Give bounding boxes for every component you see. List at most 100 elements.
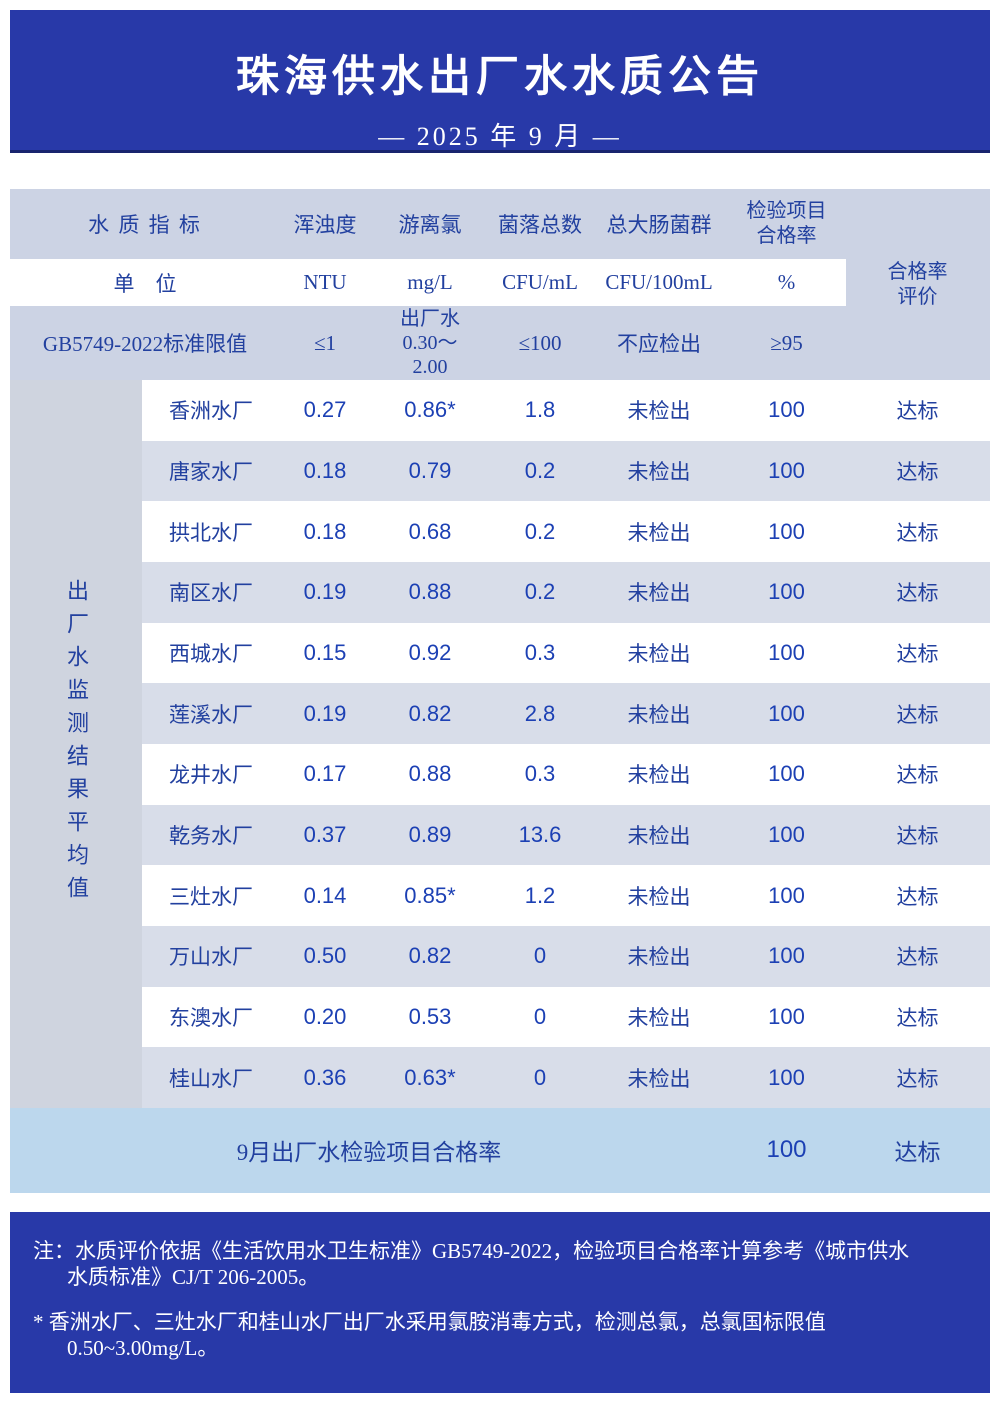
standard-free-chlorine: 出厂水 0.30～ 2.00 xyxy=(400,308,460,378)
cell-pass-rate: 100 xyxy=(768,1064,805,1090)
table-row: 唐家水厂 0.18 0.79 0.2 未检出 100 达标 xyxy=(142,440,990,502)
cell-plant-name: 西城水厂 xyxy=(169,641,253,666)
row-group-label: 出厂水监测结果平均值 xyxy=(64,579,89,909)
cell-evaluation: 达标 xyxy=(896,581,939,606)
cell-bacteria-count: 2.8 xyxy=(524,700,556,726)
cell-pass-rate: 100 xyxy=(768,457,805,483)
table-row: 西城水厂 0.15 0.92 0.3 未检出 100 达标 xyxy=(142,623,990,684)
col-header-pass-rate: 检验项目 合格率 xyxy=(746,200,827,247)
summary-row: 9月出厂水检验项目合格率 100 达标 xyxy=(10,1107,990,1193)
cell-evaluation: 达标 xyxy=(896,1066,939,1091)
cell-turbidity: 0.19 xyxy=(303,700,347,726)
unit-row-label: 单 位 xyxy=(113,271,177,296)
standard-coliform: 不应检出 xyxy=(617,332,701,356)
cell-coliform: 未检出 xyxy=(627,763,691,788)
standard-pass-rate: ≥95 xyxy=(770,330,803,355)
cell-evaluation: 达标 xyxy=(896,1005,939,1030)
cell-pass-rate: 100 xyxy=(768,882,805,908)
summary-pass-rate: 100 xyxy=(766,1136,807,1164)
table-row: 莲溪水厂 0.19 0.82 2.8 未检出 100 达标 xyxy=(142,683,990,744)
cell-free-chlorine: 0.68 xyxy=(408,518,452,544)
unit-row-band xyxy=(10,259,846,306)
table-row: 东澳水厂 0.20 0.53 0 未检出 100 达标 xyxy=(142,987,990,1048)
note-line: 0.50~3.00mg/L。 xyxy=(67,1336,219,1360)
cell-plant-name: 三灶水厂 xyxy=(169,884,253,909)
cell-free-chlorine: 0.86* xyxy=(404,397,456,423)
cell-bacteria-count: 0.2 xyxy=(524,518,556,544)
standard-bacteria-count: ≤100 xyxy=(518,330,562,355)
table-row: 拱北水厂 0.18 0.68 0.2 未检出 100 达标 xyxy=(142,501,990,562)
cell-evaluation: 达标 xyxy=(896,459,939,484)
banner-subtitle: — 2025 年 9 月 — xyxy=(378,122,622,151)
cell-plant-name: 万山水厂 xyxy=(169,945,253,970)
col-header-evaluation: 合格率 评价 xyxy=(887,260,948,308)
cell-coliform: 未检出 xyxy=(627,641,691,666)
summary-evaluation: 达标 xyxy=(894,1140,941,1166)
cell-bacteria-count: 0 xyxy=(533,1064,547,1090)
unit-turbidity: NTU xyxy=(303,270,347,294)
unit-free-chlorine: mg/L xyxy=(407,270,453,294)
cell-pass-rate: 100 xyxy=(768,1003,805,1029)
table-row: 龙井水厂 0.17 0.88 0.3 未检出 100 达标 xyxy=(142,744,990,805)
cell-free-chlorine: 0.53 xyxy=(408,1003,452,1029)
cell-bacteria-count: 13.6 xyxy=(518,821,562,847)
table-row: 桂山水厂 0.36 0.63* 0 未检出 100 达标 xyxy=(142,1047,990,1108)
cell-pass-rate: 100 xyxy=(768,700,805,726)
cell-evaluation: 达标 xyxy=(896,702,939,727)
col-header-turbidity: 浑浊度 xyxy=(293,213,357,237)
table-row: 万山水厂 0.50 0.82 0 未检出 100 达标 xyxy=(142,925,990,987)
cell-free-chlorine: 0.82 xyxy=(408,700,452,726)
unit-pass-rate: % xyxy=(777,270,796,294)
cell-turbidity: 0.15 xyxy=(303,639,347,665)
cell-coliform: 未检出 xyxy=(627,581,691,606)
table-body: 出厂水监测结果平均值 香洲水厂 0.27 0.86* 1.8 未检出 100 达… xyxy=(10,380,990,1193)
cell-plant-name: 乾务水厂 xyxy=(169,823,253,848)
cell-turbidity: 0.14 xyxy=(303,882,347,908)
cell-evaluation: 达标 xyxy=(896,823,939,848)
col-header-coliform: 总大肠菌群 xyxy=(606,213,712,237)
cell-bacteria-count: 1.2 xyxy=(524,882,556,908)
cell-free-chlorine: 0.85* xyxy=(404,882,456,908)
cell-coliform: 未检出 xyxy=(627,520,691,545)
cell-pass-rate: 100 xyxy=(768,821,805,847)
cell-coliform: 未检出 xyxy=(627,823,691,848)
cell-pass-rate: 100 xyxy=(768,639,805,665)
table-row: 南区水厂 0.19 0.88 0.2 未检出 100 达标 xyxy=(142,561,990,623)
cell-turbidity: 0.17 xyxy=(303,761,347,787)
cell-plant-name: 唐家水厂 xyxy=(169,459,253,484)
note-standard: 注：水质评价依据《生活饮用水卫生标准》GB5749-2022，检验项目合格率计算… xyxy=(33,1238,960,1290)
table-row: 三灶水厂 0.14 0.85* 1.2 未检出 100 达标 xyxy=(142,865,990,926)
col-header-indicator: 水 质 指 标 xyxy=(88,213,202,237)
cell-plant-name: 香洲水厂 xyxy=(169,399,253,424)
cell-evaluation: 达标 xyxy=(896,520,939,545)
note-line: 水质标准》CJ/T 206-2005。 xyxy=(67,1265,320,1289)
page-title: 珠海供水出厂水水质公告 xyxy=(236,54,764,101)
cell-bacteria-count: 0 xyxy=(533,1003,547,1029)
cell-turbidity: 0.27 xyxy=(303,397,347,423)
cell-turbidity: 0.18 xyxy=(303,518,347,544)
footer-notes: 注：水质评价依据《生活饮用水卫生标准》GB5749-2022，检验项目合格率计算… xyxy=(10,1212,990,1393)
cell-bacteria-count: 0.3 xyxy=(524,639,556,665)
cell-turbidity: 0.37 xyxy=(303,821,347,847)
banner: 珠海供水出厂水水质公告 — 2025 年 9 月 — xyxy=(10,10,990,153)
col-header-free-chlorine: 游离氯 xyxy=(398,213,462,237)
cell-evaluation: 达标 xyxy=(896,763,939,788)
table-row: 乾务水厂 0.37 0.89 13.6 未检出 100 达标 xyxy=(142,804,990,866)
note-line: 注：水质评价依据《生活饮用水卫生标准》GB5749-2022，检验项目合格率计算… xyxy=(33,1239,910,1263)
table-header: 水 质 指 标 浑浊度 游离氯 菌落总数 总大肠菌群 检验项目 合格率 合格率 … xyxy=(10,189,990,380)
cell-coliform: 未检出 xyxy=(627,459,691,484)
plant-rows: 香洲水厂 0.27 0.86* 1.8 未检出 100 达标 唐家水厂 0.18… xyxy=(142,380,990,1108)
cell-free-chlorine: 0.82 xyxy=(408,943,452,969)
cell-plant-name: 东澳水厂 xyxy=(169,1005,253,1030)
cell-coliform: 未检出 xyxy=(627,884,691,909)
standard-turbidity: ≤1 xyxy=(313,330,337,355)
cell-bacteria-count: 0.3 xyxy=(524,761,556,787)
cell-coliform: 未检出 xyxy=(627,945,691,970)
cell-free-chlorine: 0.88 xyxy=(408,579,452,605)
cell-bacteria-count: 0.2 xyxy=(524,457,556,483)
cell-free-chlorine: 0.88 xyxy=(408,761,452,787)
cell-bacteria-count: 0 xyxy=(533,943,547,969)
cell-coliform: 未检出 xyxy=(627,1066,691,1091)
cell-pass-rate: 100 xyxy=(768,943,805,969)
cell-bacteria-count: 1.8 xyxy=(524,397,556,423)
